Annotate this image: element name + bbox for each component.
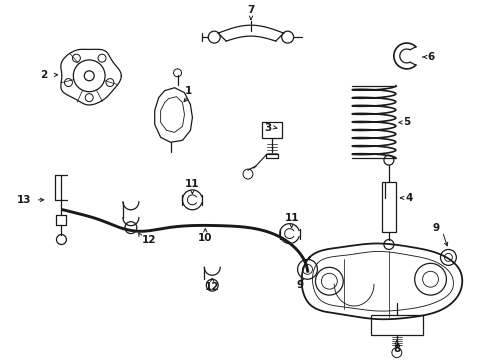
Text: 9: 9: [296, 280, 303, 290]
Text: 12: 12: [142, 234, 156, 244]
Text: 5: 5: [403, 117, 410, 127]
Text: 6: 6: [427, 52, 434, 62]
Bar: [262, 122, 282, 138]
Text: 8: 8: [393, 344, 400, 354]
Bar: [382, 182, 396, 231]
Text: 3: 3: [264, 123, 271, 134]
Text: 11: 11: [185, 179, 199, 189]
Text: 4: 4: [405, 193, 413, 203]
Text: 9: 9: [433, 222, 440, 233]
Text: 13: 13: [17, 195, 31, 205]
Text: 1: 1: [185, 86, 192, 96]
Text: 11: 11: [284, 213, 299, 223]
Text: 12: 12: [205, 282, 220, 292]
Text: 10: 10: [198, 233, 213, 243]
Text: 7: 7: [247, 5, 255, 15]
Text: 2: 2: [40, 70, 47, 80]
Bar: [371, 315, 422, 335]
